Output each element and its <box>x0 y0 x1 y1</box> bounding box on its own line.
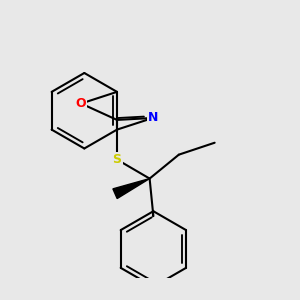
Text: O: O <box>76 97 86 110</box>
Polygon shape <box>113 178 150 199</box>
Text: N: N <box>148 112 158 124</box>
Text: S: S <box>112 153 122 166</box>
